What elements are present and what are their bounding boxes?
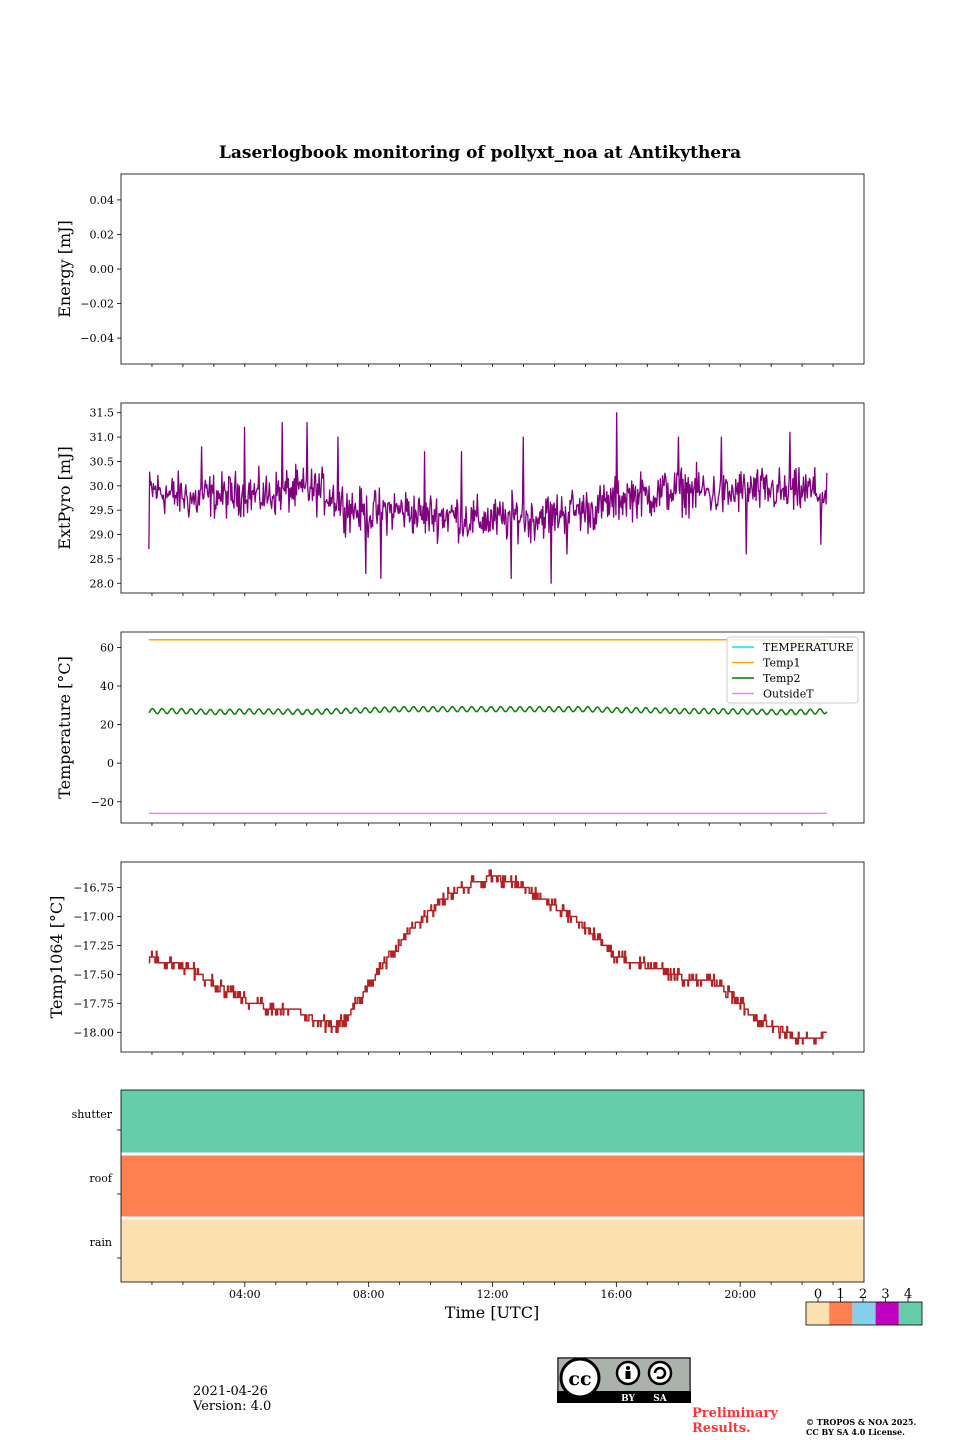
cc-by-sa-logo: cc BY SA	[557, 1357, 691, 1403]
colorbar-swatch	[875, 1302, 899, 1325]
x-tick-label: 08:00	[353, 1288, 385, 1301]
cc-logo-text: cc	[568, 1368, 591, 1390]
y-tick-label: −17.00	[73, 910, 114, 923]
colorbar-tick-label: 4	[904, 1287, 912, 1302]
colorbar-tick-label: 0	[814, 1287, 822, 1302]
preliminary-line: Results.	[692, 1421, 751, 1436]
x-tick-label: 12:00	[477, 1288, 509, 1301]
y-tick-label: 29.0	[90, 529, 115, 542]
axes-frame	[120, 631, 865, 824]
y-tick-label: −16.75	[73, 881, 114, 894]
plot-area	[148, 638, 828, 815]
colorbar-tick-label: 3	[881, 1287, 889, 1302]
status-row-rain	[121, 1219, 864, 1282]
y-tick-label: −20	[91, 796, 114, 809]
status-row-shutter	[121, 1090, 864, 1153]
y-tick-label: −18.00	[73, 1026, 114, 1039]
y-tick-label: −17.75	[73, 997, 114, 1010]
by-label: BY	[621, 1394, 635, 1403]
legend-entry: Temp1	[763, 657, 800, 670]
y-axis-label: ExtPyro [mJ]	[55, 446, 74, 549]
panel-temperature: 60 40 20 0 −20 Temperature [°C] TEMPERATURE Tem…	[55, 631, 865, 826]
date-text: 2021-04-26	[193, 1384, 268, 1399]
x-tick-label: 04:00	[229, 1288, 261, 1301]
y-tick-label: −17.25	[73, 939, 114, 952]
row-label-roof: roof	[89, 1172, 113, 1185]
y-tick-label: 28.0	[90, 577, 115, 590]
colorbar-frame	[805, 1301, 923, 1326]
colorbar-tick-label: 2	[859, 1287, 867, 1302]
y-axis-label: Temperature [°C]	[55, 656, 74, 799]
x-axis-label: Time [UTC]	[445, 1303, 539, 1322]
y-tick-label: 31.0	[90, 431, 115, 444]
sa-label: SA	[653, 1394, 667, 1403]
y-tick-label: 30.5	[90, 455, 115, 468]
legend-entry: OutsideT	[763, 688, 814, 701]
y-tick-label: −0.04	[80, 332, 114, 345]
y-tick-label: 0.00	[90, 263, 115, 276]
x-tick-label: 16:00	[600, 1288, 632, 1301]
colorbar-swatch	[898, 1302, 922, 1325]
y-tick-label: 28.5	[90, 553, 115, 566]
colorbar-swatch	[829, 1302, 853, 1325]
y-tick-label: 0.02	[90, 228, 115, 241]
y-axis-label: Temp1064 [°C]	[47, 896, 66, 1019]
legend-entry: Temp2	[763, 672, 800, 685]
y-tick-label: 30.0	[90, 480, 115, 493]
copyright-note: © TROPOS & NOA 2025. CC BY SA 4.0 Licens…	[806, 1417, 916, 1437]
y-tick-label: 60	[100, 641, 114, 654]
footer-info: 2021-04-26 Version: 4.0	[193, 1384, 271, 1414]
x-tick-label: 20:00	[724, 1288, 756, 1301]
version-text: Version: 4.0	[193, 1399, 272, 1414]
axes-frame	[120, 1089, 865, 1283]
legend-box	[726, 636, 859, 704]
row-label-rain: rain	[90, 1236, 112, 1249]
figure-title: Laserlogbook monitoring of pollyxt_noa a…	[219, 143, 741, 163]
panel-extpyro: 28.0 28.5 29.0 29.5 30.0 30.5 31.0 31.5 ExtPyro …	[55, 402, 865, 596]
preliminary-results-note: Preliminary Results.	[692, 1406, 778, 1436]
plot-area	[148, 412, 828, 584]
y-tick-label: 31.5	[90, 407, 115, 420]
y-tick-label: −17.50	[73, 968, 114, 981]
series-line	[148, 412, 828, 584]
panel-energy: 0.04 0.02 0.00 −0.02 −0.04 Energy [mJ]	[55, 173, 865, 367]
plot-area	[148, 869, 827, 1045]
y-tick-label: −0.02	[80, 298, 114, 311]
axes-frame	[120, 173, 865, 365]
y-tick-label: 29.5	[90, 504, 115, 517]
status-row-roof	[121, 1155, 864, 1217]
legend: TEMPERATURE Temp1 Temp2 OutsideT	[726, 636, 859, 704]
y-tick-label: 0	[107, 757, 114, 770]
preliminary-line: Preliminary	[692, 1406, 778, 1421]
colorbar-swatch	[806, 1302, 830, 1325]
legend-entry: TEMPERATURE	[763, 641, 854, 654]
copyright-line-2: CC BY SA 4.0 License.	[806, 1427, 905, 1437]
y-tick-label: 40	[100, 680, 114, 693]
row-label-shutter: shutter	[72, 1108, 113, 1121]
panel-temp1064: −16.75 −17.00 −17.25 −17.50 −17.75 −18.00 Temp…	[47, 861, 865, 1055]
axes-frame	[120, 861, 865, 1053]
y-tick-label: 0.04	[90, 194, 115, 207]
panel-status: 04:00 08:00 12:00 16:00 20:00 shutter roof rain	[72, 1089, 865, 1301]
colorbar-swatch	[852, 1302, 876, 1325]
axes-frame	[120, 402, 865, 594]
copyright-line-1: © TROPOS & NOA 2025.	[806, 1417, 917, 1427]
series-line-temp2	[148, 705, 828, 716]
colorbar-tick-label: 1	[836, 1287, 844, 1302]
y-tick-label: 20	[100, 719, 114, 732]
series-line	[148, 869, 827, 1045]
y-axis-label: Energy [mJ]	[55, 220, 74, 318]
